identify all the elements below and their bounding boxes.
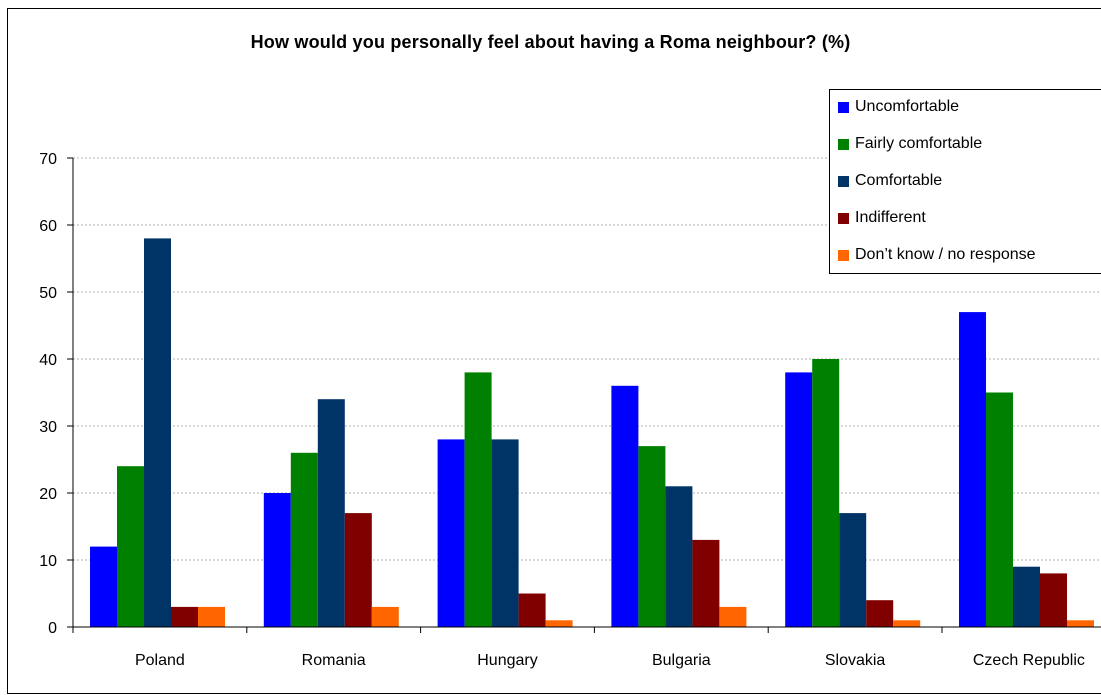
bar — [491, 439, 519, 627]
bar — [518, 593, 546, 627]
legend-item-indifferent: Indifferent — [838, 208, 926, 228]
bar — [263, 493, 291, 627]
y-tick-label: 50 — [39, 285, 57, 302]
legend-item-comfortable: Comfortable — [838, 171, 942, 191]
legend-swatch-fairly-comfortable — [838, 138, 849, 150]
legend-swatch-dont-know — [838, 249, 849, 261]
bar — [638, 446, 666, 627]
bar — [437, 439, 465, 627]
x-tick-label: Hungary — [477, 652, 537, 669]
y-tick-label: 70 — [39, 151, 57, 168]
chart-title: How would you personally feel about havi… — [250, 32, 851, 52]
legend-item-fairly-comfortable: Fairly comfortable — [838, 134, 982, 154]
legend-item-uncomfortable: Uncomfortable — [838, 97, 959, 117]
y-tick-label: 10 — [39, 553, 57, 570]
bar — [171, 606, 198, 627]
bar — [866, 600, 894, 627]
bar — [464, 372, 492, 627]
bar — [986, 392, 1013, 627]
y-tick-label: 0 — [48, 620, 57, 637]
y-tick-label: 20 — [39, 486, 57, 503]
legend-label: Uncomfortable — [855, 98, 960, 115]
y-tick-label: 30 — [39, 419, 57, 436]
bar — [317, 399, 345, 627]
bar — [665, 486, 693, 627]
bar — [839, 513, 867, 627]
legend-swatch-uncomfortable — [838, 101, 849, 113]
bar — [893, 620, 921, 627]
y-tick-label: 40 — [39, 352, 57, 369]
legend-label: Indifferent — [855, 209, 926, 226]
bar — [1013, 566, 1040, 627]
legend-swatch-comfortable — [838, 175, 849, 187]
bar — [90, 546, 117, 627]
x-tick-label: Czech Republic — [973, 652, 1085, 669]
bar — [344, 513, 372, 627]
bar — [371, 606, 399, 627]
bar — [198, 606, 225, 627]
bar — [144, 238, 171, 627]
bar — [611, 385, 639, 627]
bar — [290, 452, 318, 627]
x-tick-label: Romania — [302, 652, 366, 669]
legend-label: Comfortable — [855, 172, 943, 189]
bar — [719, 606, 747, 627]
legend-label: Fairly comfortable — [855, 135, 983, 152]
legend-item-dont-know: Don’t know / no response — [838, 245, 1036, 265]
bar — [1067, 620, 1094, 627]
y-tick-label: 60 — [39, 218, 57, 235]
legend-label: Don’t know / no response — [855, 246, 1036, 263]
bar — [1040, 573, 1067, 627]
bar — [117, 466, 144, 627]
x-tick-label: Slovakia — [825, 652, 886, 669]
bar — [545, 620, 573, 627]
legend: Uncomfortable Fairly comfortable Comfort… — [829, 89, 1101, 274]
legend-swatch-indifferent — [838, 212, 849, 224]
bar — [692, 539, 720, 627]
bar — [812, 359, 840, 627]
bar — [959, 312, 986, 627]
bar — [785, 372, 813, 627]
x-tick-label: Poland — [135, 652, 185, 669]
x-tick-label: Bulgaria — [652, 652, 711, 669]
